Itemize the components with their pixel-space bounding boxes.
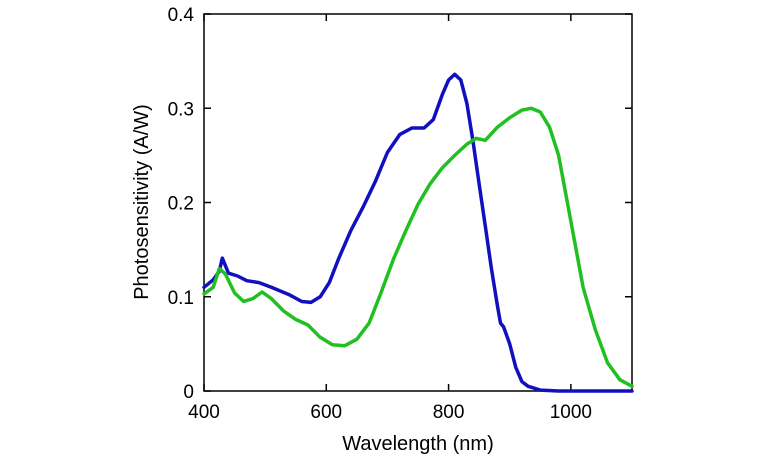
y-tick-label: 0.1 bbox=[168, 288, 194, 309]
series-line-2 bbox=[202, 106, 634, 389]
x-axis-title: Wavelength (nm) bbox=[342, 433, 494, 455]
series-line-1 bbox=[202, 72, 634, 393]
x-axis: 400 600 800 1000 bbox=[188, 14, 592, 423]
y-axis: 0 0.1 0.2 0.3 0.4 bbox=[168, 5, 632, 403]
x-tick-label: 800 bbox=[433, 402, 465, 423]
x-tick-label: 1000 bbox=[550, 402, 592, 423]
y-tick-label: 0 bbox=[183, 382, 194, 403]
y-tick-label: 0.2 bbox=[168, 194, 194, 215]
y-tick-label: 0.3 bbox=[168, 99, 194, 120]
series-layer bbox=[202, 72, 634, 393]
y-tick-label: 0.4 bbox=[168, 5, 195, 26]
x-tick-label: 600 bbox=[310, 402, 342, 423]
x-tick-label: 400 bbox=[188, 402, 220, 423]
y-axis-title: Photosensitivity (A/W) bbox=[131, 104, 153, 300]
